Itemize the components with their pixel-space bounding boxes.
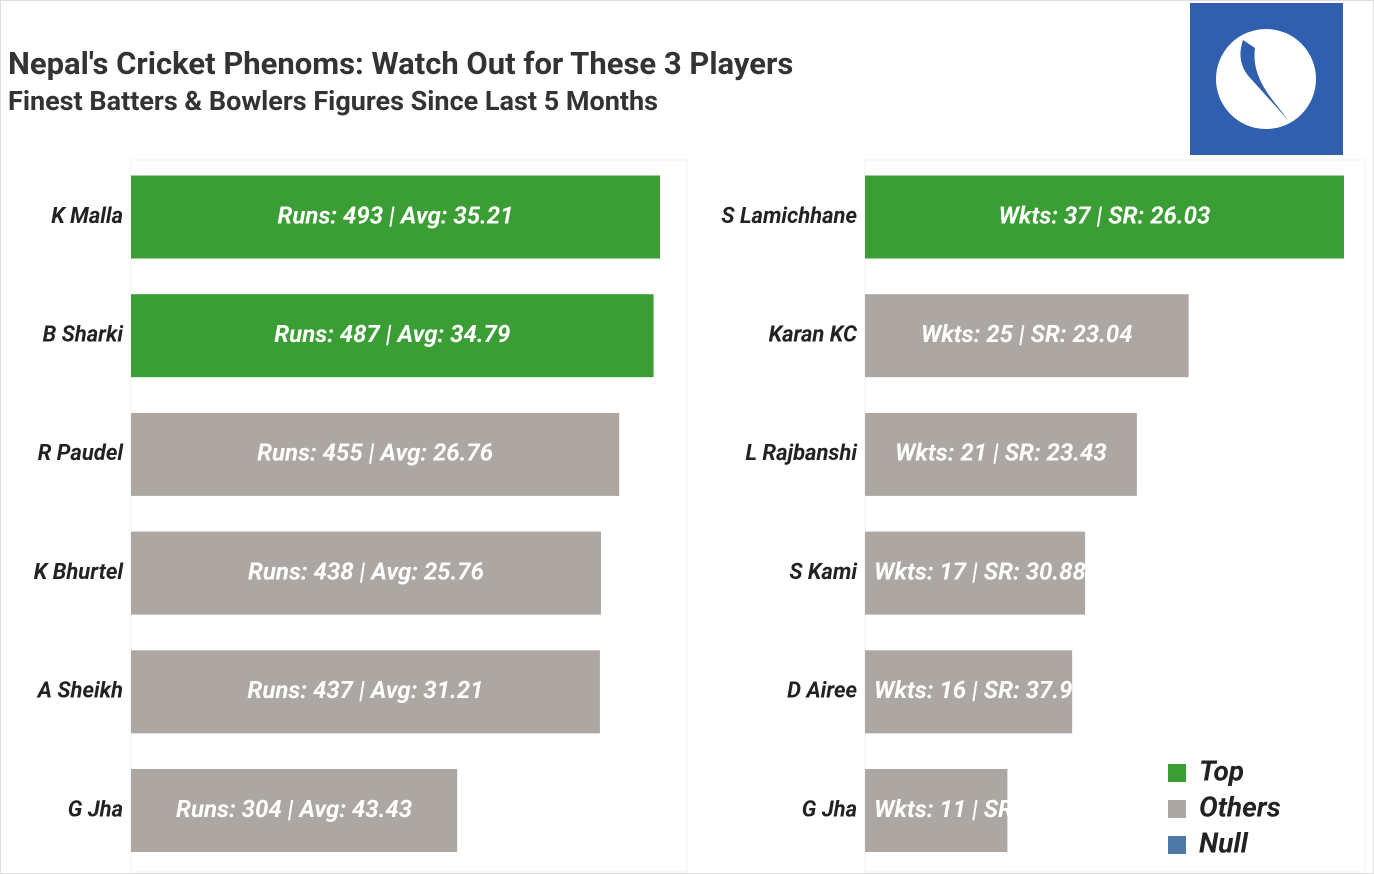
category-label: G Jha	[68, 797, 123, 822]
category-label: A Sheikh	[36, 679, 123, 704]
category-label: G Jha	[802, 797, 857, 822]
legend-label: Others	[1199, 790, 1281, 823]
data-label: Runs: 493 | Avg: 35.21	[277, 201, 513, 229]
bar	[131, 412, 620, 496]
chart-title: Nepal's Cricket Phenoms: Watch Out for T…	[8, 45, 793, 82]
data-label: Runs: 437 | Avg: 31.21	[247, 676, 483, 704]
data-label: Runs: 438 | Avg: 25.76	[248, 557, 484, 585]
bar	[865, 650, 1073, 734]
category-label: S Lamichhane	[721, 204, 857, 229]
bar	[865, 175, 1344, 259]
category-label: K Bhurtel	[34, 560, 125, 585]
category-label: L Rajbanshi	[745, 441, 857, 466]
data-label: Runs: 455 | Avg: 26.76	[257, 439, 493, 467]
category-label: Karan KC	[769, 323, 858, 348]
panel	[864, 159, 1366, 873]
legend-swatch	[1168, 836, 1186, 854]
category-label: R Paudel	[38, 441, 125, 466]
logo	[1190, 3, 1343, 155]
bar	[865, 769, 1008, 852]
data-label: Wkts: 16 | SR: 37.94	[874, 676, 1086, 704]
category-label: D Airee	[787, 679, 857, 704]
legend-label: Null	[1199, 826, 1249, 859]
data-label: Wkts: 17 | SR: 30.88	[874, 557, 1086, 585]
bar	[865, 294, 1189, 378]
category-label: S Kami	[789, 560, 857, 585]
legend-label: Top	[1199, 754, 1244, 787]
bar	[865, 412, 1137, 496]
category-label: B Sharki	[43, 323, 124, 348]
legend-swatch	[1168, 800, 1186, 818]
bar	[131, 175, 660, 259]
data-label: Wkts: 37 | SR: 26.03	[999, 201, 1211, 229]
panel	[130, 159, 688, 873]
bar	[131, 769, 458, 852]
legend-swatch	[1168, 764, 1186, 782]
bar	[865, 531, 1086, 615]
data-label: Wkts: 11 | SR: 37.82	[874, 795, 1086, 823]
category-label: K Malla	[51, 204, 123, 229]
bar	[131, 650, 600, 734]
data-label: Runs: 487 | Avg: 34.79	[274, 320, 510, 348]
bar	[131, 294, 654, 378]
data-label: Wkts: 25 | SR: 23.04	[921, 320, 1133, 348]
chart-subtitle: Finest Batters & Bowlers Figures Since L…	[8, 85, 658, 117]
data-label: Wkts: 21 | SR: 23.43	[895, 439, 1107, 467]
bar	[131, 531, 601, 615]
data-label: Runs: 304 | Avg: 43.43	[176, 795, 412, 823]
